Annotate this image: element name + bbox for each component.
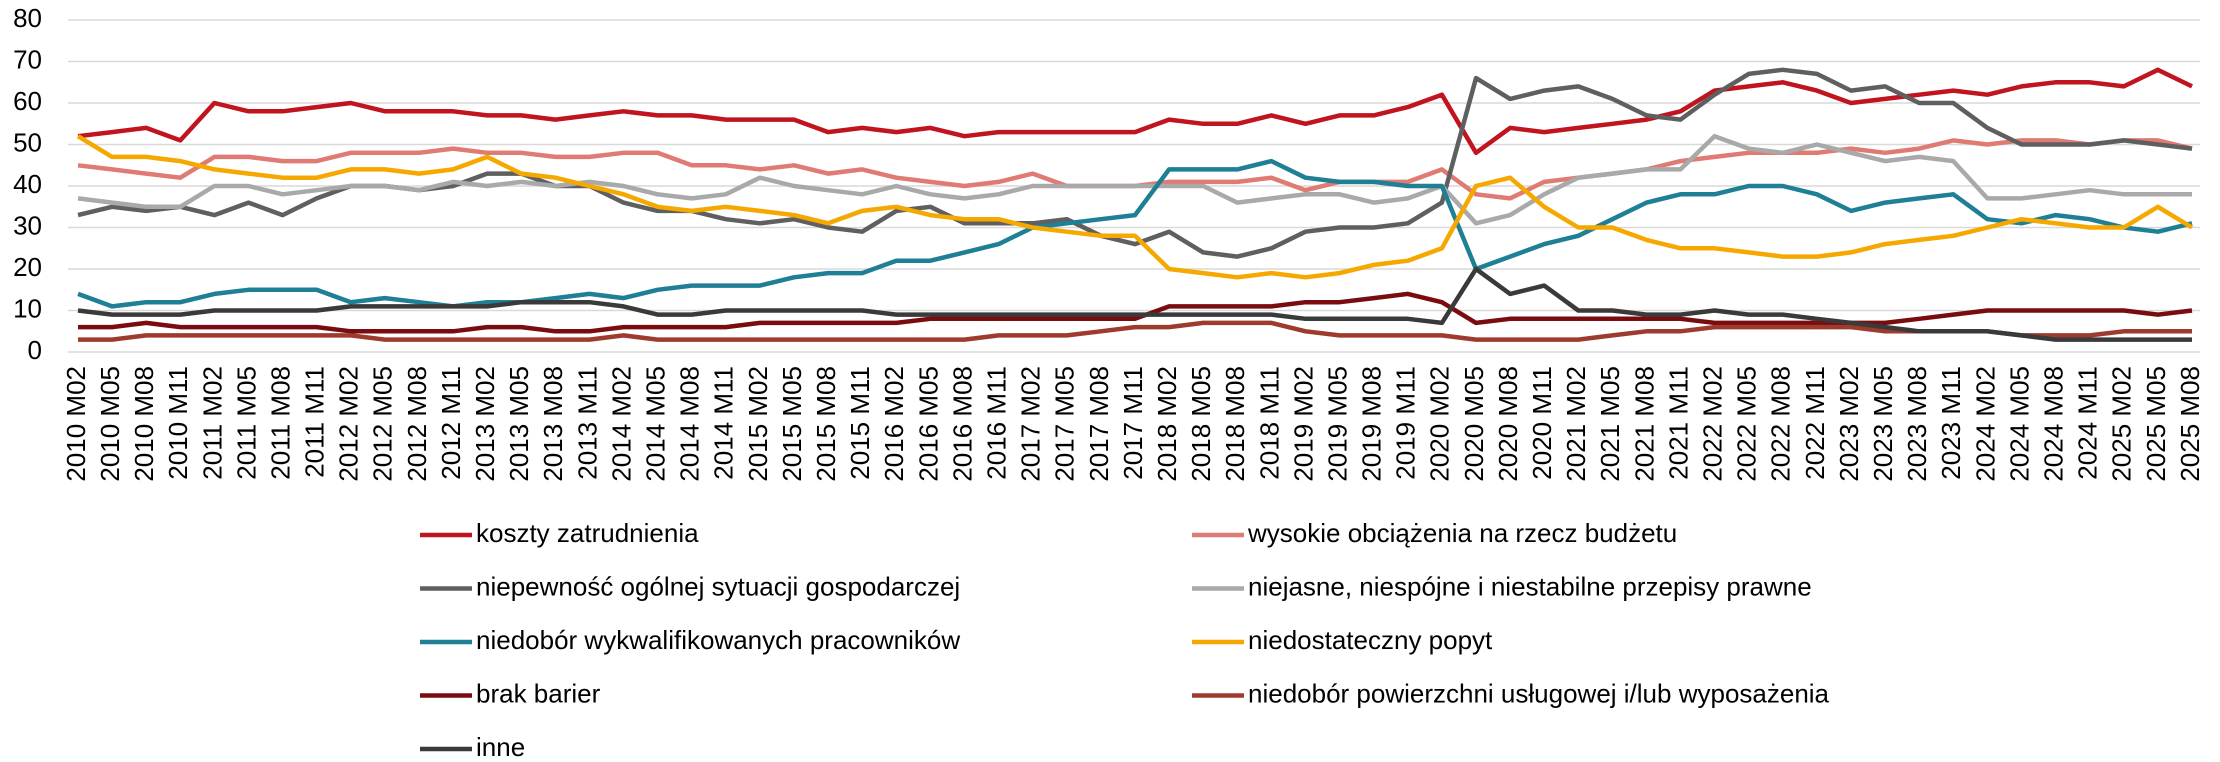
y-tick-label: 40 xyxy=(13,169,42,199)
legend-label: wysokie obciążenia na rzecz budżetu xyxy=(1247,518,1677,548)
y-tick-label: 0 xyxy=(28,335,42,365)
legend-label: koszty zatrudnienia xyxy=(476,518,699,548)
x-tick-label: 2012 M05 xyxy=(368,366,398,482)
line-series xyxy=(76,134,2194,280)
x-tick-label: 2010 M02 xyxy=(61,366,91,482)
legend-label: brak barier xyxy=(476,678,601,708)
x-tick-label: 2012 M11 xyxy=(436,366,466,480)
x-tick-label: 2021 M11 xyxy=(1663,366,1693,480)
x-tick-label: 2020 M05 xyxy=(1459,366,1489,482)
x-tick-label: 2011 M05 xyxy=(231,366,261,480)
x-tick-label: 2019 M02 xyxy=(1288,366,1318,482)
x-tick-label: 2019 M11 xyxy=(1391,366,1421,480)
y-tick-label: 50 xyxy=(13,127,42,157)
x-tick-label: 2022 M05 xyxy=(1732,366,1762,482)
line-series xyxy=(78,320,2192,342)
x-tick-label: 2016 M11 xyxy=(981,366,1011,480)
x-tick-label: 2010 M11 xyxy=(163,366,193,480)
line-series xyxy=(77,158,2193,309)
x-tick-label: 2015 M02 xyxy=(743,366,773,482)
x-tick-label: 2012 M08 xyxy=(402,366,432,482)
x-tick-label: 2023 M02 xyxy=(1834,366,1864,482)
x-tick-label: 2014 M02 xyxy=(606,366,636,482)
legend-label: niedobór wykwalifikowanych pracowników xyxy=(476,625,960,655)
x-tick-label: 2023 M08 xyxy=(1902,366,1932,482)
x-tick-label: 2019 M05 xyxy=(1322,366,1352,482)
x-tick-label: 2014 M08 xyxy=(675,366,705,482)
x-tick-label: 2018 M02 xyxy=(1152,366,1182,482)
x-tick-label: 2021 M05 xyxy=(1595,366,1625,482)
y-tick-label: 20 xyxy=(13,252,42,282)
x-tick-label: 2018 M11 xyxy=(1254,366,1284,480)
x-tick-label: 2017 M08 xyxy=(1084,366,1114,482)
x-tick-label: 2018 M05 xyxy=(1186,366,1216,482)
x-tick-label: 2013 M02 xyxy=(470,366,500,482)
x-tick-label: 2023 M11 xyxy=(1936,366,1966,480)
line-series xyxy=(77,67,2193,259)
x-tick-label: 2021 M02 xyxy=(1561,366,1591,482)
x-tick-label: 2024 M11 xyxy=(2073,366,2103,480)
x-tick-label: 2022 M11 xyxy=(1800,366,1830,480)
x-tick-label: 2020 M08 xyxy=(1493,366,1523,482)
legend-label: niedobór powierzchni usługowej i/lub wyp… xyxy=(1248,678,1830,708)
x-tick-label: 2014 M05 xyxy=(641,366,671,482)
x-tick-label: 2025 M05 xyxy=(2141,366,2171,482)
x-tick-label: 2011 M02 xyxy=(197,366,227,480)
x-tick-label: 2020 M11 xyxy=(1527,366,1557,480)
x-tick-label: 2015 M08 xyxy=(811,366,841,482)
x-tick-label: 2013 M08 xyxy=(538,366,568,482)
x-tick-label: 2016 M05 xyxy=(913,366,943,482)
x-tick-label: 2017 M02 xyxy=(1016,366,1046,482)
x-tick-label: 2019 M08 xyxy=(1357,366,1387,482)
x-tick-label: 2015 M11 xyxy=(845,366,875,480)
x-tick-label: 2025 M02 xyxy=(2107,366,2137,482)
x-tick-label: 2010 M08 xyxy=(129,366,159,482)
y-tick-label: 70 xyxy=(13,44,42,74)
x-tick-label: 2018 M08 xyxy=(1220,366,1250,482)
x-tick-label: 2022 M02 xyxy=(1698,366,1728,482)
x-tick-label: 2013 M05 xyxy=(504,366,534,482)
x-tick-label: 2025 M08 xyxy=(2175,366,2205,482)
x-tick-label: 2023 M05 xyxy=(1868,366,1898,482)
x-tick-label: 2011 M08 xyxy=(265,366,295,480)
x-tick-label: 2012 M02 xyxy=(334,366,364,482)
x-tick-label: 2017 M05 xyxy=(1050,366,1080,482)
x-tick-label: 2013 M11 xyxy=(572,366,602,480)
line-series xyxy=(77,67,2193,156)
x-tick-label: 2011 M11 xyxy=(300,366,330,478)
x-tick-label: 2010 M05 xyxy=(95,366,125,482)
x-tick-label: 2017 M11 xyxy=(1118,366,1148,480)
legend-label: inne xyxy=(476,732,525,762)
x-tick-label: 2015 M05 xyxy=(777,366,807,482)
x-tick-label: 2024 M05 xyxy=(2004,366,2034,482)
y-tick-label: 60 xyxy=(13,86,42,116)
legend-label: niejasne, niespójne i niestabilne przepi… xyxy=(1248,571,1812,601)
x-tick-label: 2021 M08 xyxy=(1629,366,1659,482)
y-tick-label: 30 xyxy=(13,210,42,240)
x-tick-label: 2020 M02 xyxy=(1425,366,1455,482)
x-tick-label: 2024 M02 xyxy=(1970,366,2000,482)
y-tick-label: 10 xyxy=(13,293,42,323)
y-tick-label: 80 xyxy=(13,3,42,33)
x-tick-label: 2014 M11 xyxy=(709,366,739,480)
legend-label: niedostateczny popyt xyxy=(1248,625,1493,655)
line-series xyxy=(77,266,2192,342)
x-tick-label: 2022 M08 xyxy=(1766,366,1796,482)
x-tick-label: 2024 M08 xyxy=(2038,366,2068,482)
x-tick-label: 2016 M08 xyxy=(947,366,977,482)
legend-label: niepewność ogólnej sytuacji gospodarczej xyxy=(476,571,960,601)
line-series xyxy=(77,133,2192,226)
x-tick-label: 2016 M02 xyxy=(879,366,909,482)
